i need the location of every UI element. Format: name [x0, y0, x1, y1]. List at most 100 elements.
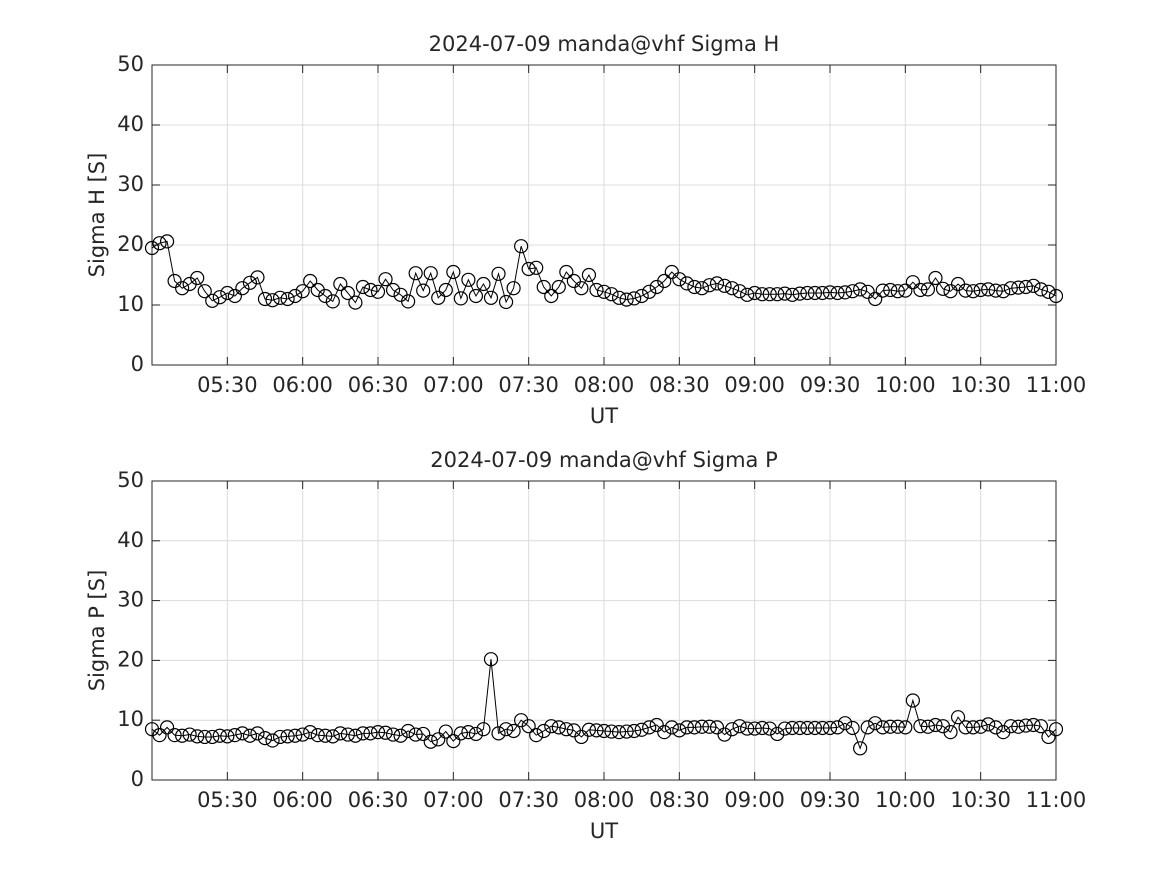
data-point	[792, 286, 807, 301]
data-point	[619, 724, 634, 739]
data-point	[1026, 717, 1041, 733]
y-tick-label: 20	[117, 232, 144, 256]
data-point	[378, 725, 393, 740]
y-axis-label: Sigma P [S]	[85, 570, 109, 692]
data-point	[461, 725, 476, 740]
data-point	[491, 726, 506, 741]
data-point	[619, 292, 634, 307]
y-tick-label: 20	[117, 647, 144, 671]
data-point	[295, 727, 310, 742]
x-tick-label: 07:00	[423, 373, 484, 397]
data-point	[205, 293, 220, 308]
data-point	[694, 719, 710, 734]
y-tick-label: 0	[131, 352, 144, 376]
x-axis-label: UT	[590, 819, 618, 843]
data-point	[1018, 279, 1033, 295]
data-point	[303, 273, 318, 289]
subplot: 0 10 20 30 40 50 05:30 06:00 06:30 07:00 07:30 08:0…	[85, 448, 1086, 843]
data-point	[1048, 288, 1064, 304]
axes-frame	[151, 480, 1057, 781]
data-point	[476, 722, 491, 737]
data-point	[830, 285, 845, 301]
data-point	[898, 283, 913, 298]
x-tick-label: 10:30	[950, 788, 1011, 812]
data-point	[770, 726, 785, 742]
data-point	[860, 284, 875, 299]
data-point	[807, 720, 823, 736]
data-point	[928, 270, 943, 286]
data-point	[483, 290, 499, 305]
data-point	[182, 727, 197, 742]
data-point	[815, 285, 830, 301]
data-point	[416, 283, 431, 298]
data-point	[205, 729, 220, 745]
data-point	[627, 723, 642, 739]
data-point	[559, 722, 574, 737]
data-point	[152, 236, 167, 251]
data-point	[318, 288, 333, 304]
y-tick-label: 40	[117, 528, 144, 552]
data-point	[672, 723, 687, 738]
data-point	[574, 729, 589, 745]
data-point	[1003, 719, 1018, 734]
data-point	[958, 720, 973, 735]
data-point	[551, 279, 566, 295]
data-point	[340, 285, 355, 301]
data-point	[483, 652, 499, 667]
x-tick-label: 07:00	[423, 788, 484, 812]
data-point	[401, 723, 416, 739]
x-tick-label: 09:00	[724, 788, 785, 812]
data-point	[928, 717, 943, 733]
data-point	[498, 294, 514, 310]
data-line	[151, 659, 1057, 750]
data-point	[860, 720, 875, 735]
data-point	[197, 729, 212, 745]
data-point	[868, 716, 883, 731]
data-point	[453, 291, 468, 306]
data-point	[988, 283, 1003, 298]
data-point	[461, 272, 476, 287]
data-point	[544, 719, 559, 734]
data-point	[212, 728, 227, 743]
data-point	[687, 279, 702, 295]
data-point	[709, 276, 725, 291]
data-point	[190, 729, 205, 744]
x-tick-label: 09:30	[800, 788, 861, 812]
data-point	[732, 719, 747, 734]
data-point	[792, 720, 807, 736]
data-point	[815, 720, 830, 736]
data-point	[431, 290, 446, 305]
data-point	[212, 290, 227, 305]
data-point	[853, 282, 868, 297]
data-point	[355, 726, 371, 741]
data-point	[740, 721, 755, 736]
data-point	[325, 294, 340, 309]
data-point	[220, 729, 235, 744]
data-point	[913, 719, 928, 734]
data-point	[611, 290, 627, 305]
data-point	[875, 283, 890, 298]
data-point	[913, 282, 928, 298]
data-point	[175, 281, 190, 296]
data-point	[355, 279, 371, 295]
data-point	[242, 275, 258, 290]
data-point	[446, 734, 461, 749]
data-point	[800, 285, 815, 301]
data-point	[785, 720, 800, 736]
data-point	[702, 719, 717, 734]
data-point	[197, 284, 212, 299]
data-point	[370, 284, 386, 299]
x-tick-label: 07:30	[498, 788, 559, 812]
data-point	[265, 733, 280, 748]
data-point	[453, 726, 468, 741]
data-point	[514, 239, 529, 254]
subplot: 0 10 20 30 40 50 05:30 06:00 06:30 07:00 07:30 08:0…	[85, 32, 1086, 428]
data-point	[966, 284, 981, 299]
data-point	[740, 287, 755, 302]
data-point	[303, 725, 318, 740]
x-axis-label: UT	[590, 404, 618, 428]
data-point	[724, 722, 740, 737]
data-point	[506, 723, 521, 739]
data-point	[272, 729, 288, 745]
